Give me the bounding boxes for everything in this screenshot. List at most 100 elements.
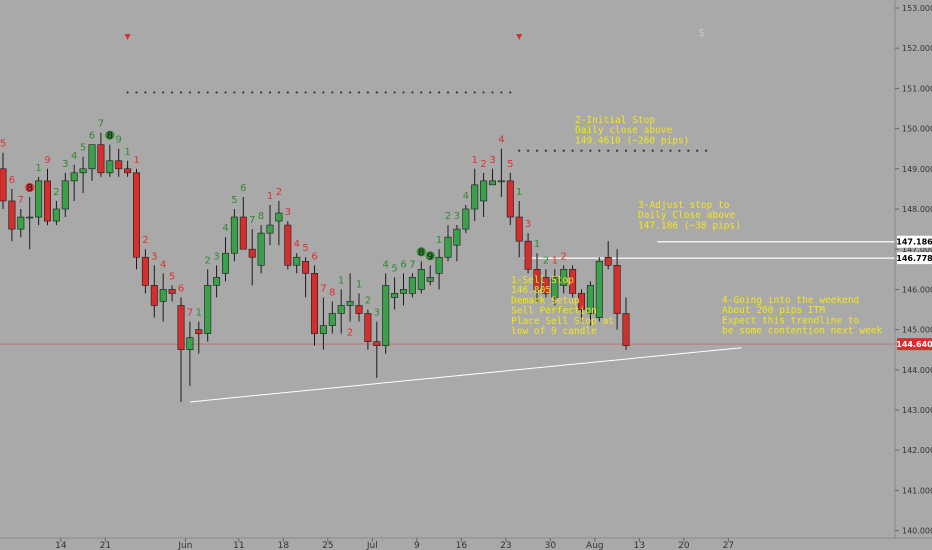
candle-down xyxy=(569,268,577,294)
candle-up xyxy=(551,277,559,298)
candle-up xyxy=(88,144,96,170)
count-label: 3 xyxy=(374,308,380,319)
candle-up xyxy=(159,289,167,302)
dotted-level-dot xyxy=(331,91,334,94)
candle-up xyxy=(70,172,78,182)
dotted-level-dot xyxy=(162,91,165,94)
count-label: 3 xyxy=(213,251,219,262)
dotted-level-dot xyxy=(705,149,708,152)
candle-down xyxy=(613,264,621,314)
candle-down xyxy=(97,144,105,174)
candle-up xyxy=(560,268,568,286)
dotted-level-dot xyxy=(571,149,574,152)
candle-down xyxy=(542,277,550,294)
time-axis[interactable]: 14 21 Jun 11 18 25 Jul 9 16 23 30 Aug 13 20 27 xyxy=(55,538,734,550)
candle-up xyxy=(391,293,399,298)
count-label: 2 xyxy=(445,211,451,222)
count-label: 9 xyxy=(44,155,50,166)
count-label: 4 xyxy=(498,135,504,146)
count-label: 7 xyxy=(187,308,193,319)
dotted-level-dot xyxy=(446,91,450,94)
price-labels: 147.186 146.778 144.640 xyxy=(896,235,932,351)
dotted-level-dot xyxy=(562,149,565,152)
candle-down xyxy=(133,172,141,258)
dotted-level-dot xyxy=(633,149,637,152)
candle-up xyxy=(186,337,194,351)
count-label: 3 xyxy=(489,155,495,166)
candle-up xyxy=(26,216,34,219)
annotation-line: low of 9 candle xyxy=(511,326,597,337)
candle-up xyxy=(230,216,238,254)
dotted-level-dot xyxy=(340,91,343,94)
candle-up xyxy=(213,277,221,286)
count-circle xyxy=(25,182,35,193)
count-label: 5 xyxy=(231,195,237,206)
dotted-level-dot xyxy=(188,91,191,94)
candle-up xyxy=(257,232,265,266)
dotted-level-dot xyxy=(491,91,494,94)
dotted-level-dot xyxy=(206,91,209,94)
dotted-level-dot xyxy=(393,91,396,94)
candles xyxy=(0,132,630,402)
count-label: 7 xyxy=(18,195,24,206)
x-tick-label: Jul xyxy=(366,541,378,550)
candle-down xyxy=(150,285,158,306)
candle-down xyxy=(310,273,318,334)
count-label: 6 xyxy=(400,259,406,270)
dotted-level-dot xyxy=(420,91,423,94)
dotted-level-dot xyxy=(286,91,289,94)
candle-down xyxy=(43,180,51,222)
dotted-level-dot xyxy=(589,149,592,152)
dotted-level-dot xyxy=(126,91,129,94)
count-label: 7 xyxy=(409,259,415,270)
candle-up xyxy=(417,268,425,290)
count-label: 4 xyxy=(71,151,77,162)
sell-stop-note: 1-Sell Stop 146.805 Demark Setup Sell Perfe… xyxy=(511,275,614,337)
candle-down xyxy=(506,180,514,218)
candle-up xyxy=(480,180,488,202)
count-label: 6 xyxy=(9,175,15,186)
candle-up xyxy=(17,216,25,230)
annotation-line: 149.4610 (~260 pips) xyxy=(575,135,689,146)
dotted-level-dot xyxy=(277,91,280,94)
trendline xyxy=(189,347,742,403)
candle-up xyxy=(319,325,327,334)
count-label: 8 xyxy=(329,287,335,298)
y-tick-label: 140.000 xyxy=(902,527,932,536)
count-label: 7 xyxy=(98,119,104,130)
count-label: 7 xyxy=(249,215,255,226)
count-label: 4 xyxy=(160,259,166,270)
count-label: 1 xyxy=(436,235,442,246)
x-tick-label: 11 xyxy=(233,541,244,550)
candle-up xyxy=(266,224,274,234)
candle-up xyxy=(204,285,212,334)
candle-up xyxy=(586,285,594,314)
count-label: 8 xyxy=(107,131,113,142)
dotted-level-dot xyxy=(553,149,556,152)
candle-up xyxy=(275,212,283,222)
dotted-level-dot xyxy=(464,91,467,94)
candle-down xyxy=(141,256,149,286)
count-label: 3 xyxy=(525,219,531,230)
y-tick-label: 141.000 xyxy=(902,486,932,495)
y-tick-label: 147.000 xyxy=(902,245,932,254)
price-axis[interactable]: 153.000 152.000 151.000 150.000 149.000 148.0… xyxy=(895,4,932,536)
adjust-stop-note: 3-Adjust stop to Daily Close above 147.186… xyxy=(638,200,741,231)
dotted-level-dot xyxy=(215,91,218,94)
dotted-level-dot xyxy=(375,91,378,94)
count-label: 1 xyxy=(196,308,202,319)
count-label: 1 xyxy=(534,239,540,250)
annotation-line: Expect this trendline to xyxy=(722,315,860,326)
count-label: 3 xyxy=(285,207,291,218)
annotation-line: 147.186 (~38 pips) xyxy=(638,220,741,231)
x-tick-label: 18 xyxy=(278,541,290,550)
dotted-level-dot xyxy=(171,91,174,94)
count-label: 6 xyxy=(178,283,184,294)
count-label: 2 xyxy=(365,296,371,307)
candle-down xyxy=(115,160,123,170)
x-tick-label: 30 xyxy=(545,541,557,550)
y-tick-label: 153.000 xyxy=(902,4,932,13)
annotation-line: Daily close above xyxy=(575,125,673,136)
